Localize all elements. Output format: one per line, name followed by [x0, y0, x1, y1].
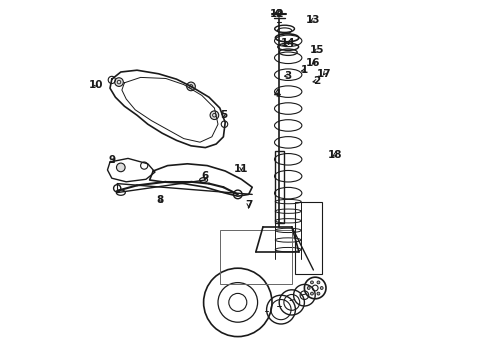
- Text: 14: 14: [281, 38, 295, 48]
- Text: 9: 9: [108, 155, 115, 165]
- Bar: [275, 151, 284, 223]
- Bar: [295, 202, 322, 274]
- Text: 2: 2: [314, 76, 320, 86]
- Text: 11: 11: [234, 164, 248, 174]
- Circle shape: [210, 111, 219, 120]
- Text: 17: 17: [317, 69, 332, 79]
- Circle shape: [320, 287, 323, 289]
- Circle shape: [276, 10, 282, 15]
- Text: 15: 15: [310, 45, 324, 55]
- Text: 7: 7: [245, 200, 252, 210]
- Text: 5: 5: [220, 110, 227, 120]
- Circle shape: [311, 292, 314, 295]
- Text: 4: 4: [274, 89, 281, 99]
- Circle shape: [307, 287, 310, 289]
- Circle shape: [317, 281, 320, 284]
- Circle shape: [187, 82, 196, 91]
- Text: 8: 8: [157, 195, 164, 205]
- Circle shape: [115, 78, 123, 86]
- Circle shape: [117, 163, 125, 172]
- Text: 6: 6: [202, 171, 209, 181]
- Text: 13: 13: [306, 15, 320, 25]
- Text: 12: 12: [270, 9, 285, 19]
- Circle shape: [317, 292, 320, 295]
- Text: 10: 10: [88, 80, 103, 90]
- Text: 18: 18: [328, 150, 342, 160]
- Text: 16: 16: [306, 58, 320, 68]
- Text: 3: 3: [285, 71, 292, 81]
- Text: 1: 1: [301, 65, 308, 75]
- Bar: [220, 230, 292, 284]
- Circle shape: [311, 281, 314, 284]
